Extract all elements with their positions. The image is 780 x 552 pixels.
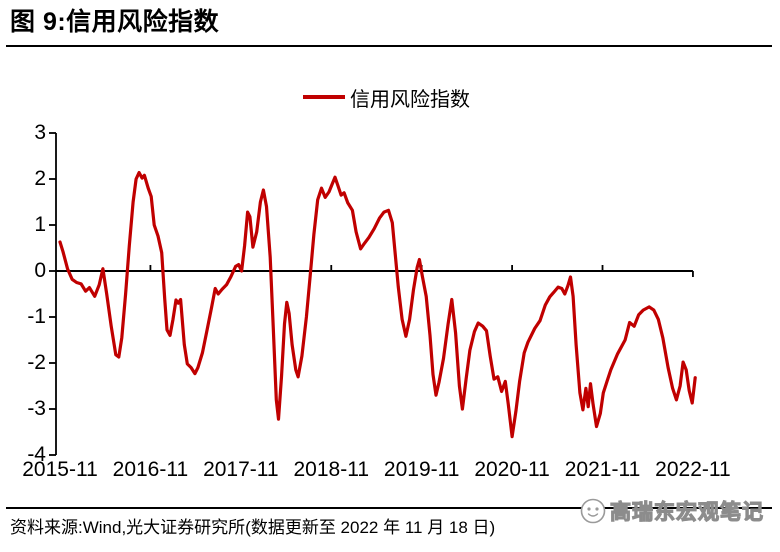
legend-label: 信用风险指数 <box>350 88 470 111</box>
figure-title: 图 9:信用风险指数 <box>10 8 220 36</box>
x-tick-label: 2019-11 <box>383 458 460 481</box>
x-tick-label: 2017-11 <box>203 458 279 481</box>
y-tick-label: -4 <box>27 443 46 466</box>
y-tick-label: 2 <box>34 167 46 190</box>
y-tick-label: -1 <box>27 305 46 328</box>
watermark-logo-icon <box>580 498 606 524</box>
bottom-rule <box>6 507 772 509</box>
x-tick-label: 2020-11 <box>474 458 550 481</box>
legend-line-swatch <box>303 95 345 99</box>
y-tick-label: 0 <box>34 259 46 282</box>
top-rule <box>6 45 772 47</box>
x-tick-label: 2022-11 <box>655 458 731 481</box>
source-note: 资料来源:Wind,光大证券研究所(数据更新至 2022 年 11 月 18 日… <box>10 518 496 537</box>
x-tick-label: 2015-11 <box>22 458 98 481</box>
y-tick-label: 1 <box>34 213 46 236</box>
x-tick-label: 2016-11 <box>112 458 189 481</box>
y-tick-label: -2 <box>27 351 46 374</box>
chart-legend: 信用风险指数 <box>303 84 470 111</box>
watermark-text: 高瑞东宏观笔记 <box>609 500 764 524</box>
x-tick-label: 2018-11 <box>293 458 369 481</box>
y-tick-label: 3 <box>34 121 46 144</box>
watermark: 高瑞东宏观笔记 <box>580 496 764 526</box>
x-tick-label: 2021-11 <box>564 458 641 481</box>
y-tick-label: -3 <box>27 397 46 420</box>
